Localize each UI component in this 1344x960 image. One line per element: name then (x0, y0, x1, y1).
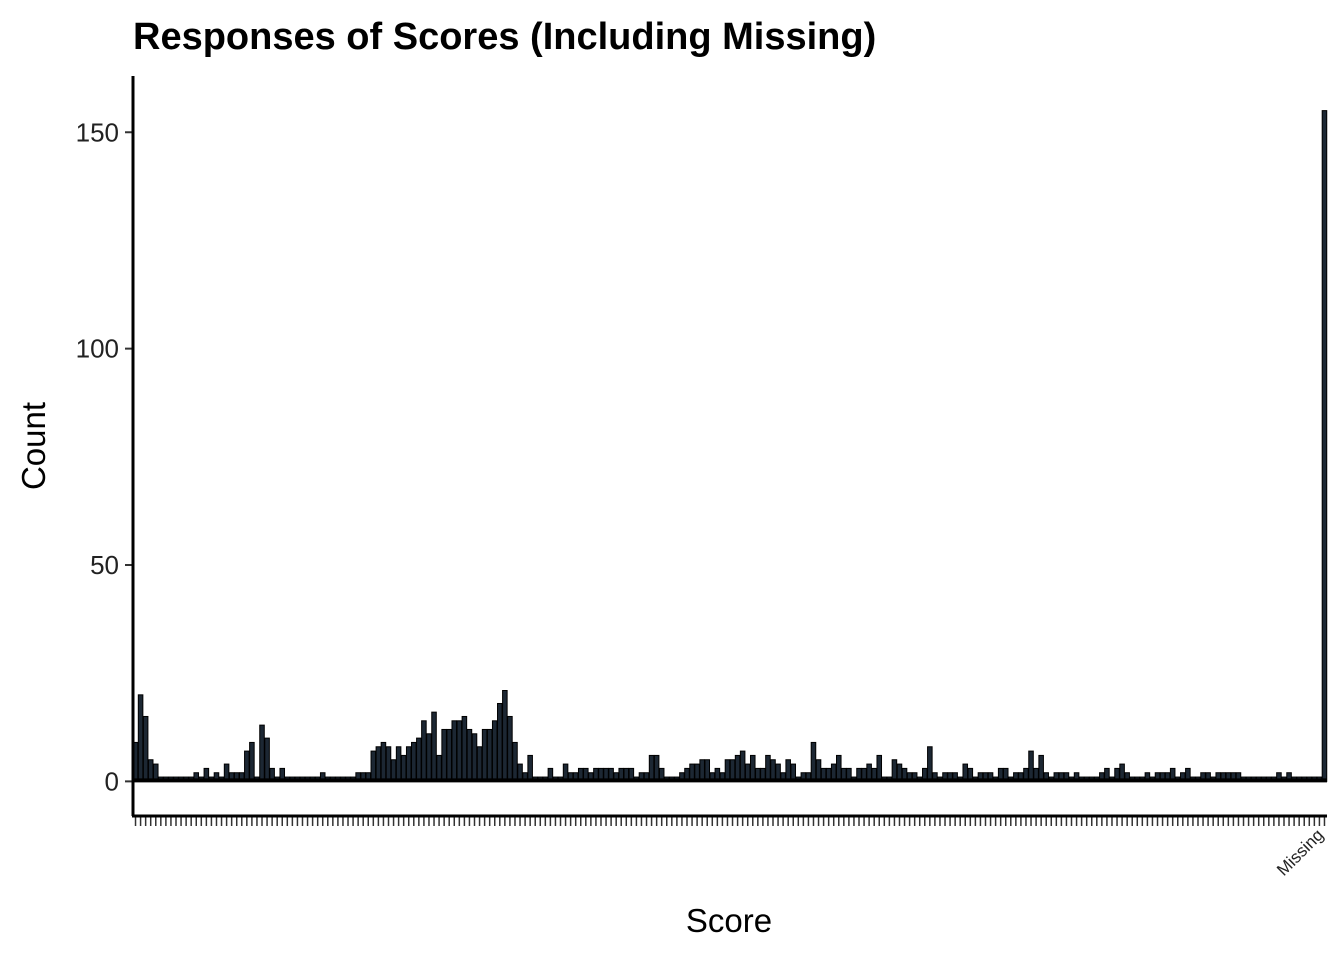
bar (512, 741, 518, 782)
bar (461, 715, 468, 782)
bar (259, 724, 265, 782)
x-axis-tick-labels: Missing (1273, 825, 1327, 879)
bar (264, 737, 270, 782)
bar (471, 733, 478, 782)
bar (1028, 750, 1034, 782)
bar (739, 750, 746, 782)
bar (836, 754, 842, 782)
bar (648, 754, 655, 782)
bar (400, 754, 407, 782)
bar (486, 728, 493, 782)
zero-baseline (133, 778, 1327, 783)
bars-group (132, 110, 1328, 783)
bar (502, 690, 508, 782)
bar (770, 759, 776, 782)
bar (653, 754, 660, 782)
bar (416, 737, 422, 782)
bar (451, 720, 458, 782)
bar (815, 759, 822, 782)
bar (507, 715, 513, 782)
y-tick-label: 100 (76, 334, 119, 364)
chart-title: Responses of Scores (Including Missing) (133, 16, 876, 58)
bar (785, 759, 791, 782)
x-axis-title: Score (686, 902, 772, 939)
bar (491, 720, 498, 782)
bar (147, 759, 154, 782)
bar (370, 750, 377, 782)
bar (476, 746, 483, 782)
bar (380, 741, 387, 782)
bar (137, 694, 144, 782)
bar (497, 702, 503, 782)
y-tick-label: 150 (76, 117, 119, 147)
bar (436, 754, 442, 782)
bar (426, 733, 432, 782)
x-axis-ticks (134, 816, 1326, 826)
bar (810, 741, 817, 782)
bar (244, 750, 250, 782)
bar (142, 715, 149, 782)
bar (481, 728, 488, 782)
y-tick-label: 0 (105, 766, 119, 796)
bar (249, 741, 255, 782)
y-axis-ticks: 0 50 100 150 (76, 117, 133, 796)
bar (876, 754, 883, 782)
bar (699, 759, 705, 782)
bar (431, 711, 437, 782)
bar (749, 754, 756, 782)
bar (734, 754, 741, 782)
bar (441, 728, 447, 782)
bar (729, 759, 736, 782)
bar (765, 754, 771, 782)
y-tick-label: 50 (90, 550, 119, 580)
bar (527, 754, 533, 782)
bar (1038, 754, 1044, 782)
bar (466, 728, 473, 782)
y-axis-title: Count (15, 402, 52, 490)
bar (891, 759, 898, 782)
bar (395, 746, 402, 782)
bar (927, 746, 933, 782)
bar (456, 720, 463, 782)
bar (704, 759, 711, 782)
bar (446, 728, 452, 782)
x-tick-label: Missing (1273, 825, 1327, 879)
bar (411, 741, 417, 782)
bar (1321, 110, 1328, 782)
bar (405, 746, 412, 782)
bar (421, 720, 427, 782)
bar (390, 759, 397, 782)
bar (724, 759, 731, 782)
bar (375, 746, 382, 782)
bar (385, 746, 392, 782)
